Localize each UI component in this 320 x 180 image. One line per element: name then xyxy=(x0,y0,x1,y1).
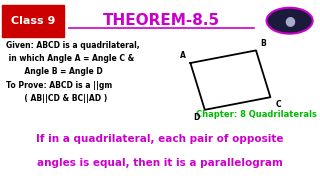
Text: C: C xyxy=(276,100,281,109)
Text: Given: ABCD is a quadrilateral,: Given: ABCD is a quadrilateral, xyxy=(6,41,140,50)
Text: D: D xyxy=(194,112,200,122)
Text: ( AB||CD & BC||AD ): ( AB||CD & BC||AD ) xyxy=(6,94,108,103)
Text: To Prove: ABCD is a ||gm: To Prove: ABCD is a ||gm xyxy=(6,81,113,90)
Text: B: B xyxy=(260,39,266,48)
Text: in which Angle A = Angle C &: in which Angle A = Angle C & xyxy=(6,54,135,63)
Text: angles is equal, then it is a parallelogram: angles is equal, then it is a parallelog… xyxy=(37,158,283,168)
Text: THEOREM-8.5: THEOREM-8.5 xyxy=(103,13,220,28)
Text: ●: ● xyxy=(284,14,295,27)
Text: Angle B = Angle D: Angle B = Angle D xyxy=(6,67,103,76)
Text: A: A xyxy=(180,51,186,60)
Text: Class 9: Class 9 xyxy=(11,16,55,26)
Text: If in a quadrilateral, each pair of opposite: If in a quadrilateral, each pair of oppo… xyxy=(36,134,284,145)
Text: Chapter: 8 Quadrilaterals: Chapter: 8 Quadrilaterals xyxy=(196,110,317,119)
FancyBboxPatch shape xyxy=(2,5,64,37)
Circle shape xyxy=(267,8,313,34)
